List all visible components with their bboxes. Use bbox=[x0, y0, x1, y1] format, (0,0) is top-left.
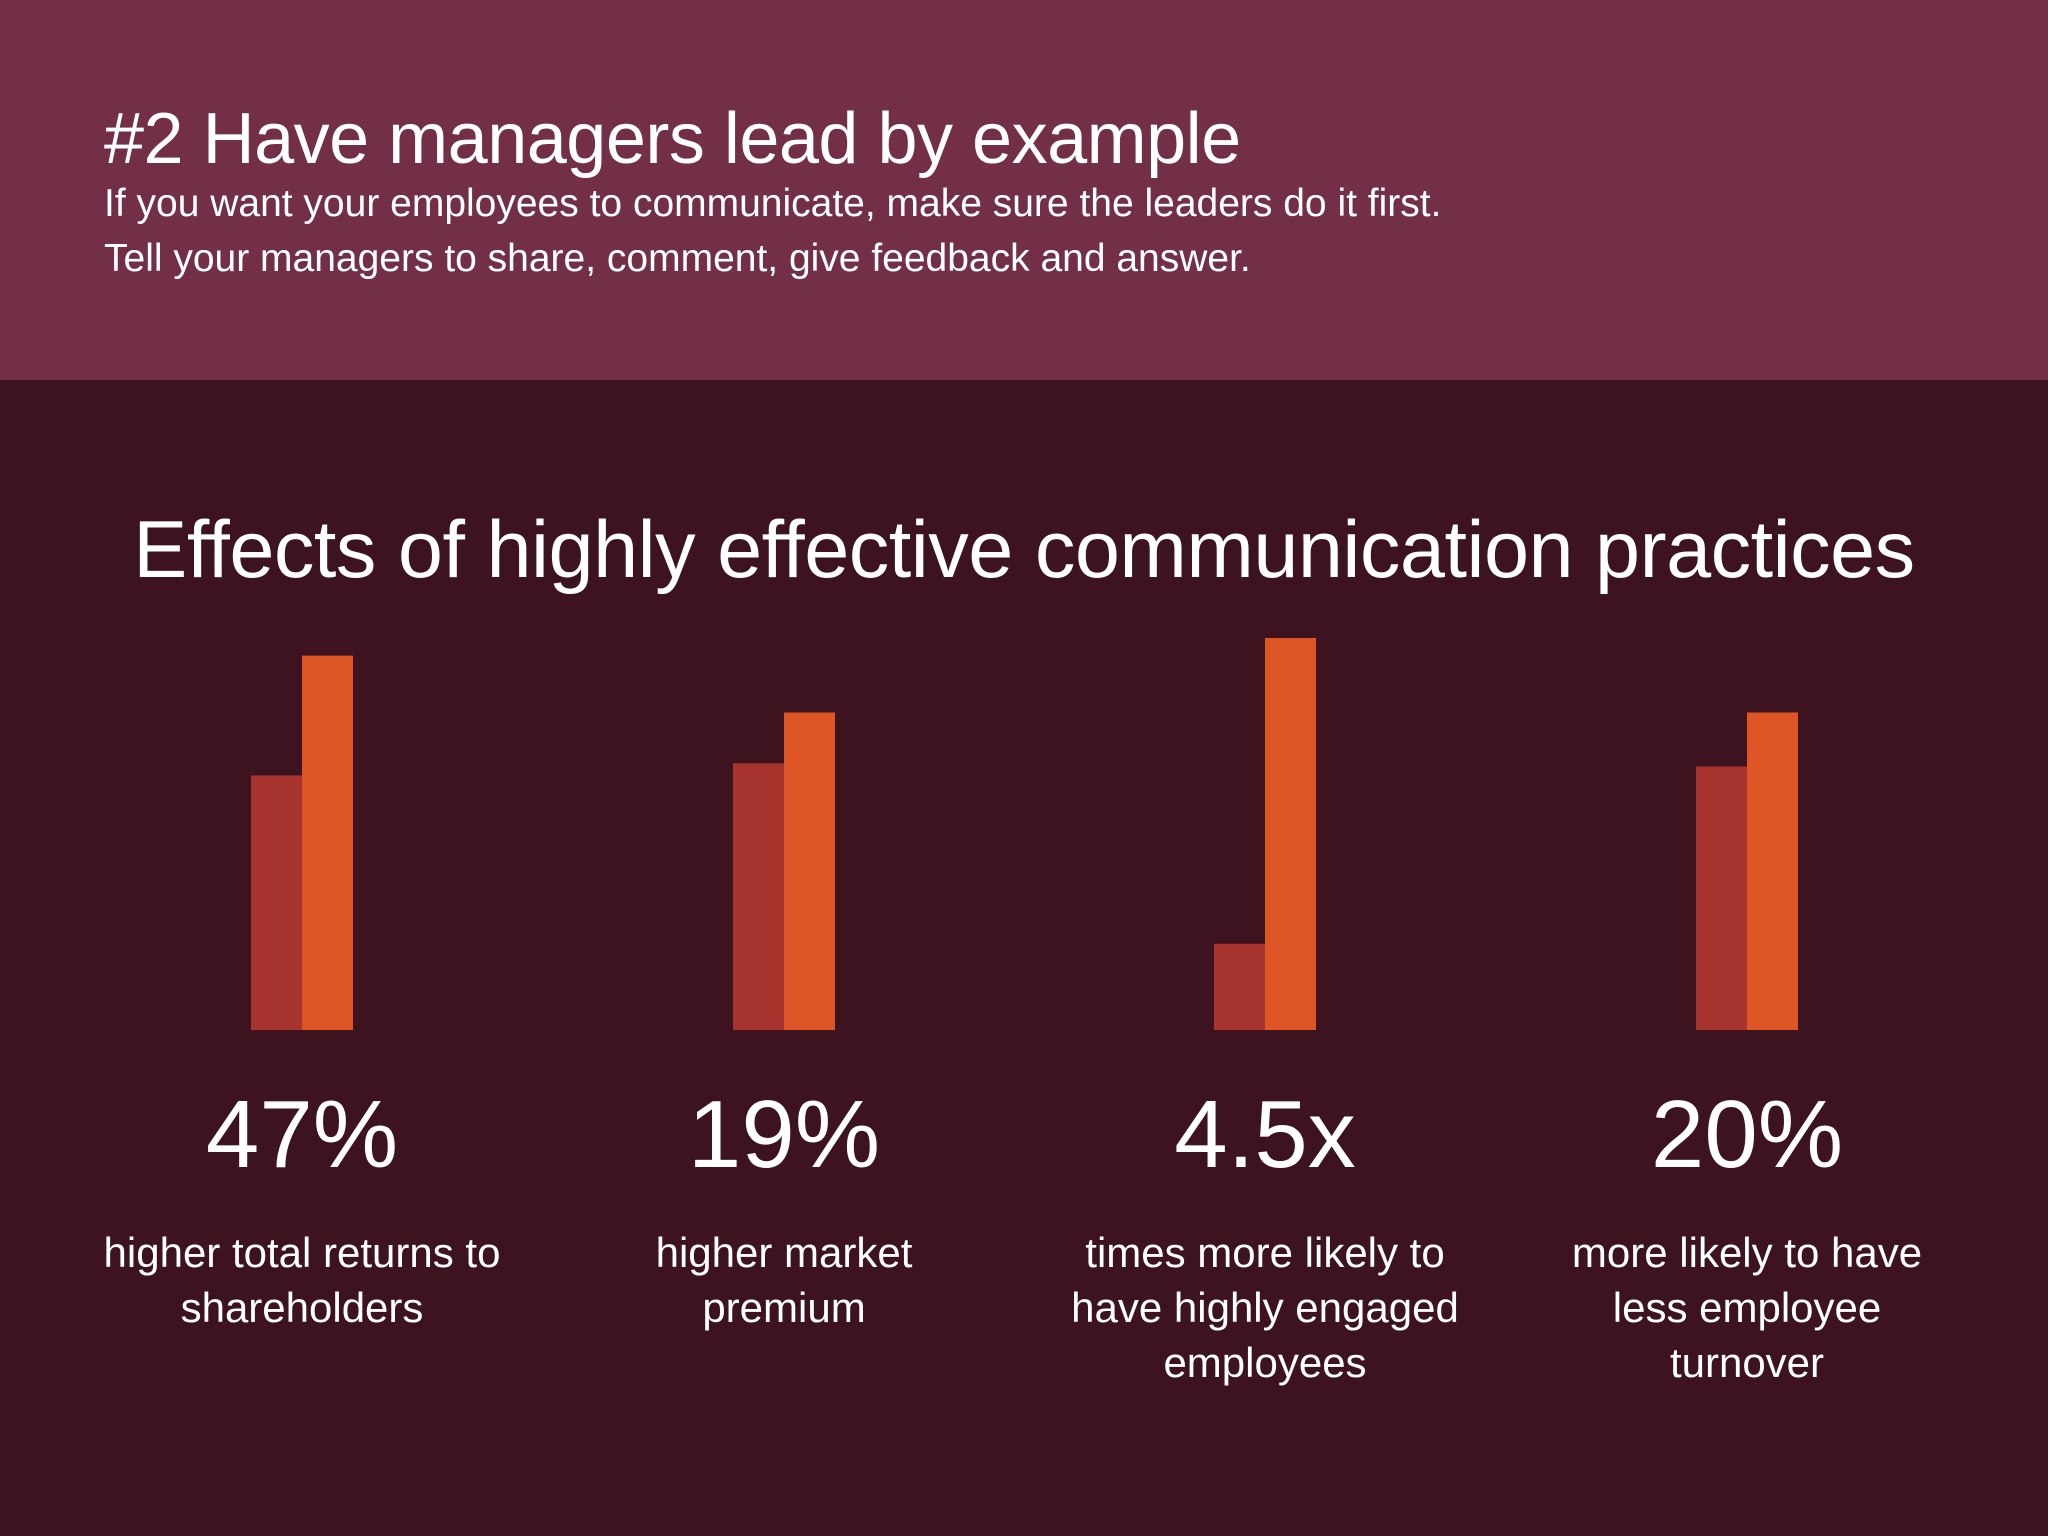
stat-value: 20% bbox=[1650, 1081, 1844, 1188]
stat-value: 19% bbox=[687, 1081, 881, 1188]
stat-label: times more likely to have highly engaged… bbox=[1071, 1229, 1459, 1386]
chart-title: Effects of highly effective communicatio… bbox=[133, 505, 1915, 595]
page-title: #2 Have managers lead by example bbox=[104, 99, 1241, 179]
bar-effective bbox=[1265, 638, 1316, 1030]
stat-value: 4.5x bbox=[1174, 1081, 1356, 1188]
subtitle-line-1: If you want your employees to communicat… bbox=[104, 182, 1442, 225]
stat-label: higher market premium bbox=[655, 1229, 913, 1331]
stat-label: more likely to have less employee turnov… bbox=[1571, 1229, 1923, 1386]
bar-baseline bbox=[1696, 766, 1747, 1030]
bar-baseline bbox=[733, 763, 784, 1030]
stat-value: 47% bbox=[205, 1081, 399, 1188]
bar-baseline bbox=[1214, 943, 1265, 1030]
bar-effective bbox=[302, 655, 353, 1030]
stat-label: higher total returns to shareholders bbox=[103, 1229, 501, 1331]
bar-baseline bbox=[251, 775, 302, 1030]
bar-effective bbox=[1747, 712, 1798, 1030]
header-band bbox=[0, 0, 2048, 380]
subtitle-line-2: Tell your managers to share, comment, gi… bbox=[104, 237, 1251, 280]
bar-effective bbox=[784, 712, 835, 1030]
bar-chart bbox=[251, 638, 1798, 1030]
